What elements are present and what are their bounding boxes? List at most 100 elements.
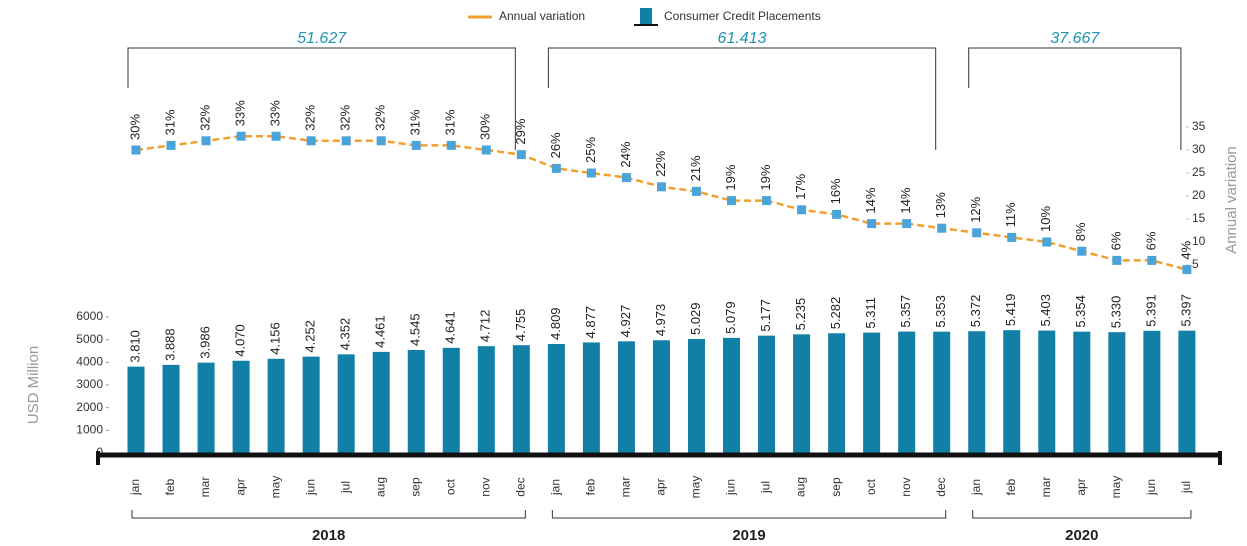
bar-value-label: 5.419 <box>1003 294 1018 327</box>
line-value-label: 30% <box>478 114 493 140</box>
line-value-label: 17% <box>793 173 808 199</box>
line-marker <box>832 209 842 219</box>
line-marker <box>1112 255 1122 265</box>
x-tick-label: sep <box>829 477 843 497</box>
line-value-label: 31% <box>443 109 458 135</box>
line-marker <box>201 136 211 146</box>
bar-value-label: 5.353 <box>933 295 948 328</box>
line-value-label: 12% <box>968 196 983 222</box>
bar <box>1108 332 1126 453</box>
x-tick-label: mar <box>198 477 212 498</box>
x-tick-label: jun <box>724 479 738 496</box>
x-tick-label: may <box>268 476 282 499</box>
bar-value-label: 4.809 <box>548 307 563 340</box>
bar <box>617 341 635 453</box>
bar-value-label: 4.252 <box>303 320 318 353</box>
line-value-label: 29% <box>513 118 528 144</box>
line-value-label: 19% <box>758 164 773 190</box>
line-marker <box>166 140 176 150</box>
line-value-label: 25% <box>583 137 598 163</box>
y2-tick-label: 5 <box>1192 257 1199 271</box>
bar <box>372 351 390 453</box>
bar-value-label: 4.070 <box>233 324 248 357</box>
bar <box>1178 330 1196 453</box>
group-bracket <box>131 510 526 519</box>
x-tick-label: mar <box>619 477 633 498</box>
x-tick-label: dec <box>934 477 948 496</box>
annotation-bracket <box>547 47 937 150</box>
bar <box>267 358 285 453</box>
line-value-label: 33% <box>268 100 283 126</box>
bar-value-label: 5.079 <box>723 301 738 334</box>
line-marker <box>516 150 526 160</box>
line-marker <box>271 131 281 141</box>
bar-value-label: 5.403 <box>1038 294 1053 327</box>
bar <box>512 345 530 453</box>
x-tick-label: feb <box>163 478 177 495</box>
x-tick-label: apr <box>654 478 668 495</box>
y-axis-title: USD Million <box>25 346 42 424</box>
group-bracket <box>972 510 1192 519</box>
y-tick-label: 1000 <box>76 423 103 437</box>
line-marker <box>972 228 982 238</box>
annotation-bracket <box>127 47 516 150</box>
x-tick-label: mar <box>1039 477 1053 498</box>
legend-label: Annual variation <box>499 9 585 23</box>
x-tick-label: sep <box>408 477 422 497</box>
line-value-label: 6% <box>1143 231 1158 250</box>
line-value-label: 4% <box>1178 240 1193 259</box>
line-marker <box>656 182 666 192</box>
annotation: 37.667 <box>1050 30 1100 47</box>
line-marker <box>376 136 386 146</box>
y-tick-label: 3000 <box>76 377 103 391</box>
x-tick-label: jan <box>549 479 563 496</box>
bar <box>1003 330 1021 453</box>
bar-value-label: 5.391 <box>1143 294 1158 327</box>
line-value-label: 32% <box>338 104 353 130</box>
x-tick-label: jan <box>969 479 983 496</box>
line-marker <box>1147 255 1157 265</box>
annotation: 61.413 <box>718 30 767 47</box>
bar <box>477 346 495 453</box>
bar <box>442 347 460 453</box>
line-marker <box>902 219 912 229</box>
bar <box>863 332 881 453</box>
bar <box>898 331 916 453</box>
bar-value-label: 4.352 <box>338 318 353 351</box>
line-marker <box>586 168 596 178</box>
x-tick-label: may <box>1109 476 1123 499</box>
x-tick-label: feb <box>1004 478 1018 495</box>
bar-value-label: 4.156 <box>268 322 283 355</box>
bar <box>758 335 776 453</box>
legend-label: Consumer Credit Placements <box>664 9 821 23</box>
y-tick-label: 4000 <box>76 355 103 369</box>
x-tick-label: oct <box>443 478 457 495</box>
bar <box>337 354 355 453</box>
line-marker <box>446 140 456 150</box>
x-tick-label: aug <box>373 477 387 497</box>
y2-tick-label: 35 <box>1192 119 1206 133</box>
bar <box>828 333 846 453</box>
line-value-label: 21% <box>688 155 703 181</box>
bar <box>933 331 951 453</box>
x-tick-label: oct <box>864 478 878 495</box>
bar-value-label: 5.330 <box>1108 296 1123 329</box>
y-tick-label: 5000 <box>76 332 103 346</box>
bar-value-label: 5.029 <box>688 302 703 335</box>
line-marker <box>411 140 421 150</box>
y2-tick-label: 25 <box>1192 165 1206 179</box>
line-marker <box>341 136 351 146</box>
group-label: 2020 <box>1065 527 1098 544</box>
bar <box>162 364 180 453</box>
group-label: 2019 <box>732 527 765 544</box>
line-value-label: 24% <box>618 141 633 167</box>
line-value-label: 22% <box>653 150 668 176</box>
x-tick-label: nov <box>899 477 913 496</box>
bar-value-label: 3.986 <box>197 326 212 359</box>
bar <box>197 362 215 453</box>
bar-value-label: 5.397 <box>1178 294 1193 327</box>
x-tick-label: jan <box>128 479 142 496</box>
line-marker <box>867 219 877 229</box>
line-marker <box>1007 232 1017 242</box>
